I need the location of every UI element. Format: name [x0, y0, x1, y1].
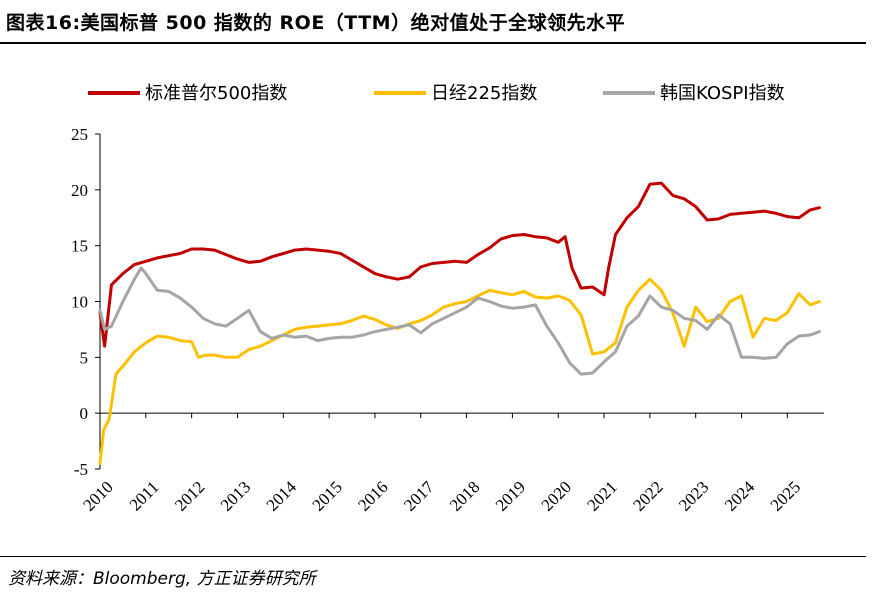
- x-tick-label: 2020: [538, 477, 575, 514]
- series-group: [98, 181, 821, 465]
- page-title: 图表16:美国标普 500 指数的 ROE（TTM）绝对值处于全球领先水平: [6, 12, 626, 34]
- x-tick-label: 2010: [79, 477, 116, 514]
- x-tick-label: 2015: [308, 477, 345, 514]
- x-tick-label: 2022: [629, 477, 666, 514]
- y-tick-label: -5: [74, 460, 88, 479]
- y-tick-label: 20: [71, 181, 88, 200]
- x-tick-label: 2021: [583, 477, 620, 514]
- series-line-1: [98, 181, 821, 348]
- x-tick-label: 2019: [492, 477, 529, 514]
- x-tick-label: 2025: [767, 477, 804, 514]
- x-tick-label: 2011: [126, 477, 163, 514]
- series-line-2: [98, 277, 821, 465]
- y-tick-label: 25: [71, 125, 88, 144]
- series-line-3: [98, 266, 821, 376]
- x-tick-label: 2016: [354, 477, 391, 514]
- legend-label-2: 日经225指数: [431, 83, 537, 104]
- x-tick-label: 2018: [446, 477, 483, 514]
- y-tick-label: 10: [71, 293, 88, 312]
- y-tick-label: 5: [80, 348, 89, 367]
- x-tick-label: 2013: [217, 477, 254, 514]
- y-axis-ticks: -5 0 5 10 15 20 25: [71, 125, 100, 479]
- y-tick-label: 15: [71, 237, 88, 256]
- legend: 标准普尔500指数 日经225指数 韩国KOSPI指数: [88, 83, 785, 104]
- x-tick-label: 2017: [400, 477, 438, 515]
- y-tick-label: 0: [80, 404, 89, 423]
- title-rule: [0, 42, 866, 44]
- x-tick-label: 2014: [263, 477, 301, 515]
- legend-label-3: 韩国KOSPI指数: [660, 83, 785, 104]
- x-axis-ticks: 2010 2011 2012 2013 2014 2015 2016 2017 2018 2019…: [79, 413, 804, 515]
- source-rule: [0, 556, 866, 557]
- x-tick-label: 2024: [721, 477, 759, 515]
- legend-label-1: 标准普尔500指数: [145, 83, 287, 104]
- x-tick-label: 2012: [171, 477, 208, 514]
- x-tick-label: 2023: [675, 477, 712, 514]
- source-note: 资料来源：Bloomberg, 方正证券研究所: [8, 569, 316, 589]
